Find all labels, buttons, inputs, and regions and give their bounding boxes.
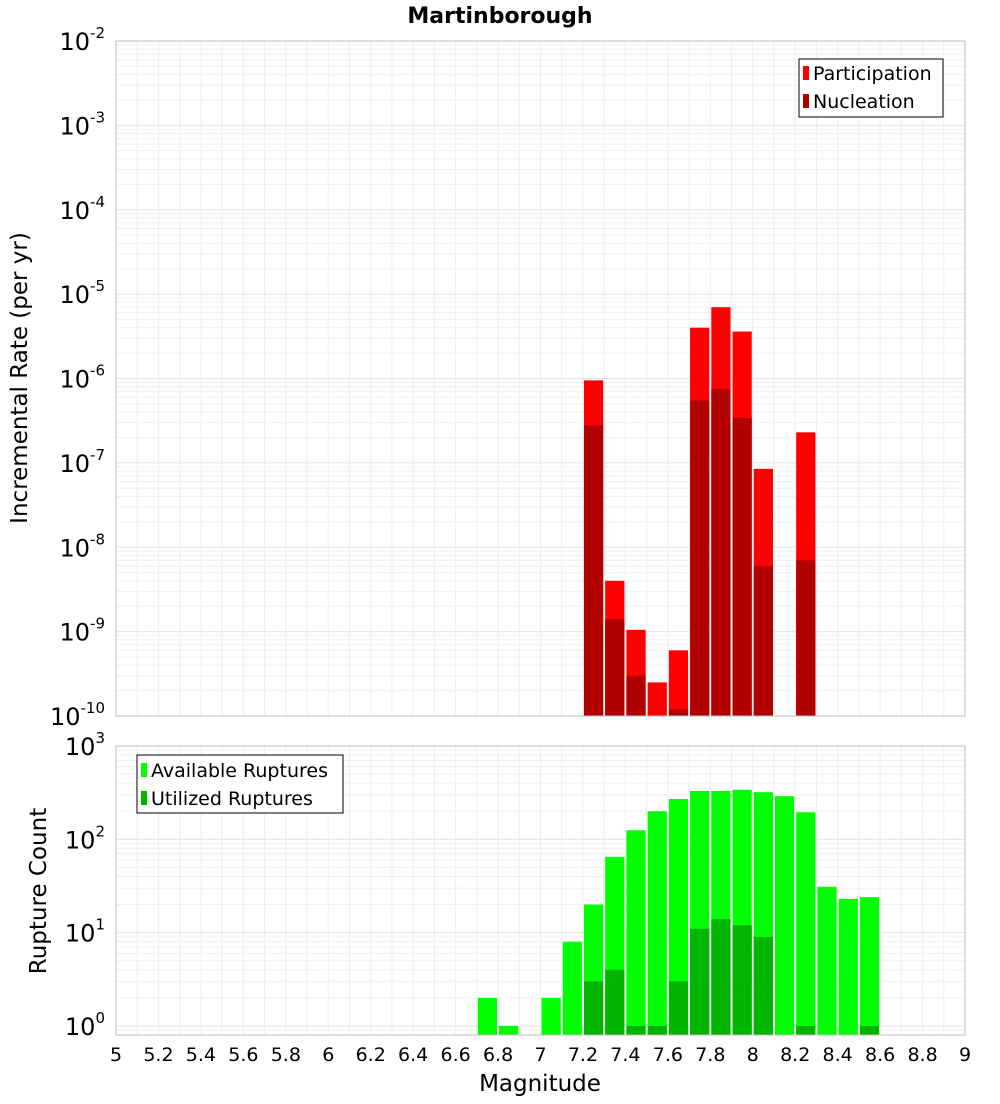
bar-nucleation [583, 425, 604, 716]
bar-nucleation [796, 560, 816, 716]
legend-swatch-participation [803, 66, 809, 80]
x-tick-label: 6.2 [356, 1044, 386, 1066]
x-tick-label: 8.8 [907, 1044, 937, 1066]
bar-available-ruptures [626, 830, 646, 1035]
legend-swatch-utilized [141, 791, 147, 805]
top-bars [583, 307, 816, 716]
bar-utilized-ruptures [711, 919, 731, 1035]
bar-nucleation [711, 389, 731, 716]
y-tick-label: 101 [65, 916, 105, 948]
x-tick-label: 7.8 [695, 1044, 725, 1066]
bar-available-ruptures [774, 796, 795, 1035]
bar-participation [647, 682, 667, 716]
bar-utilized-ruptures [583, 981, 604, 1035]
bar-utilized-ruptures [668, 981, 689, 1035]
bar-nucleation [668, 709, 689, 716]
x-tick-label: 6.8 [483, 1044, 513, 1066]
bar-utilized-ruptures [732, 925, 752, 1035]
bar-available-ruptures [477, 997, 498, 1035]
y-tick-label: 103 [65, 729, 105, 761]
y-tick-label: 10-5 [59, 277, 105, 309]
legend-swatch-nucleation [803, 94, 809, 108]
bar-available-ruptures [562, 941, 582, 1035]
x-tick-label: 5.6 [228, 1044, 258, 1066]
bar-available-ruptures [796, 812, 816, 1035]
bar-available-ruptures [541, 997, 561, 1035]
bottom-legend: Available Ruptures Utilized Ruptures [136, 754, 344, 814]
x-tick-label: 7.4 [610, 1044, 640, 1066]
top-legend-box [798, 58, 944, 118]
y-tick-label: 10-2 [59, 24, 105, 56]
top-y-tick-labels: 10-10 10-9 10-8 10-7 10-6 10-5 10-4 10-3 10-2 [50, 24, 105, 731]
bottom-y-tick-labels: 100 101 102 103 [65, 729, 105, 1041]
x-tick-label: 8.6 [865, 1044, 895, 1066]
top-y-axis-label: Incremental Rate (per yr) [7, 232, 33, 524]
top-grid [115, 40, 966, 717]
bar-available-ruptures [838, 898, 858, 1035]
x-tick-label: 7 [534, 1044, 546, 1066]
x-tick-label: 8.4 [823, 1044, 853, 1066]
y-tick-label: 10-4 [59, 193, 105, 225]
y-tick-label: 10-6 [59, 362, 105, 394]
top-plot-frame [115, 40, 966, 717]
legend-swatch-available [141, 763, 147, 777]
x-tick-label: 5 [110, 1044, 122, 1066]
bottom-y-axis-label: Rupture Count [26, 808, 52, 974]
y-tick-label: 10-8 [59, 530, 105, 562]
bar-available-ruptures [859, 897, 880, 1035]
top-legend: Participation Nucleation [798, 58, 944, 118]
legend-label-available: Available Ruptures [151, 760, 328, 782]
y-tick-label: 10-10 [50, 699, 105, 731]
bar-participation [668, 650, 689, 716]
x-tick-label: 8 [747, 1044, 759, 1066]
bar-utilized-ruptures [690, 928, 710, 1035]
bar-available-ruptures [499, 1025, 519, 1035]
x-tick-label: 6.4 [398, 1044, 428, 1066]
bar-utilized-ruptures [796, 1025, 816, 1035]
x-tick-label: 7.6 [653, 1044, 683, 1066]
bottom-plot-frame [115, 745, 966, 1036]
x-tick-label: 5.8 [271, 1044, 301, 1066]
bottom-panel: 100 101 102 103 5 5.2 5.4 5.6 5.8 6 6.2 6.4 6.6 6.8 7… [26, 729, 971, 1097]
y-tick-label: 10-3 [59, 108, 105, 140]
y-tick-label: 102 [65, 822, 105, 854]
x-tick-label: 5.2 [143, 1044, 173, 1066]
x-tick-labels: 5 5.2 5.4 5.6 5.8 6 6.2 6.4 6.6 6.8 7 7.2 7.4 7.6 7.8 8… [110, 1044, 971, 1066]
y-tick-label: 10-9 [59, 615, 105, 647]
top-panel: 10-10 10-9 10-8 10-7 10-6 10-5 10-4 10-3 10-2 In… [7, 24, 966, 731]
x-tick-label: 8.2 [780, 1044, 810, 1066]
x-axis-label: Magnitude [479, 1071, 601, 1097]
bar-utilized-ruptures [647, 1025, 667, 1035]
bar-utilized-ruptures [626, 1025, 646, 1035]
legend-label-participation: Participation [813, 63, 932, 85]
x-tick-label: 6.6 [440, 1044, 470, 1066]
y-tick-label: 10-7 [59, 446, 105, 478]
x-tick-label: 7.2 [568, 1044, 598, 1066]
bar-available-ruptures [817, 886, 837, 1035]
bar-nucleation [626, 675, 646, 716]
bar-nucleation [605, 619, 625, 716]
y-tick-label: 100 [65, 1009, 105, 1041]
x-tick-label: 5.4 [186, 1044, 216, 1066]
bar-utilized-ruptures [753, 936, 773, 1035]
x-tick-label: 9 [959, 1044, 971, 1066]
bar-nucleation [690, 400, 710, 716]
bar-available-ruptures [668, 799, 689, 1035]
bar-utilized-ruptures [859, 1025, 880, 1035]
legend-label-nucleation: Nucleation [813, 91, 915, 113]
legend-label-utilized: Utilized Ruptures [151, 788, 313, 810]
bar-nucleation [732, 418, 752, 716]
bottom-legend-box [136, 754, 344, 814]
bottom-bars [477, 789, 880, 1035]
bar-nucleation [753, 565, 773, 716]
x-tick-label: 6 [322, 1044, 334, 1066]
bar-available-ruptures [647, 811, 667, 1035]
chart-title: Martinborough [407, 4, 592, 29]
bar-utilized-ruptures [605, 969, 625, 1035]
